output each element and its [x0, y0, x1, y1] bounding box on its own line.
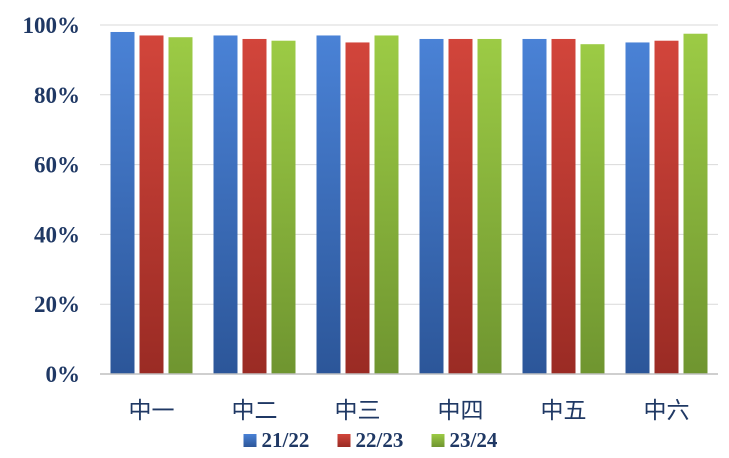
y-tick-label: 100%	[23, 13, 81, 38]
bar-21-22-中四	[419, 38, 444, 375]
y-tick-label: 80%	[34, 83, 80, 108]
y-tick-label: 40%	[34, 222, 80, 247]
bar-21-22-中五	[522, 38, 547, 375]
x-tick-label: 中三	[335, 398, 381, 424]
gridlines	[100, 24, 718, 305]
bar-22-23-中四	[448, 38, 473, 375]
bar-23-24-中六	[683, 33, 708, 374]
x-tick-label: 中二	[232, 398, 278, 424]
bar-22-23-中六	[654, 40, 679, 374]
bar-23-24-中二	[271, 40, 296, 374]
bar-22-23-中三	[345, 42, 370, 374]
legend-swatch	[337, 434, 351, 447]
x-tick-label: 中六	[644, 398, 690, 424]
legend-label: 21/22	[262, 428, 310, 452]
bars	[110, 31, 708, 375]
bar-22-23-中一	[139, 35, 164, 374]
bar-22-23-中五	[551, 38, 576, 375]
legend-label: 23/24	[450, 428, 498, 452]
bar-23-24-中一	[168, 37, 193, 375]
axes: 0% 20% 40% 60% 80% 100% 中一 中二 中三 中四 中五 中六	[23, 13, 718, 424]
y-tick-label: 0%	[46, 362, 81, 387]
x-tick-label: 中五	[541, 398, 587, 424]
bar-23-24-中三	[374, 35, 399, 374]
bar-21-22-中六	[625, 42, 650, 374]
y-tick-label: 60%	[34, 153, 80, 178]
legend-swatch	[243, 434, 257, 447]
y-tick-label: 20%	[34, 292, 80, 317]
bar-23-24-中五	[580, 44, 605, 374]
x-tick-label: 中四	[438, 398, 484, 424]
legend-label: 22/23	[356, 428, 404, 452]
bar-22-23-中二	[242, 38, 267, 375]
bar-23-24-中四	[477, 38, 502, 375]
legend-swatch	[431, 434, 445, 447]
x-tick-label: 中一	[129, 398, 175, 424]
bar-21-22-中一	[110, 31, 135, 374]
legend: 21/22 22/23 23/24	[243, 428, 498, 452]
bar-21-22-中三	[316, 35, 341, 374]
bar-21-22-中二	[213, 35, 238, 374]
